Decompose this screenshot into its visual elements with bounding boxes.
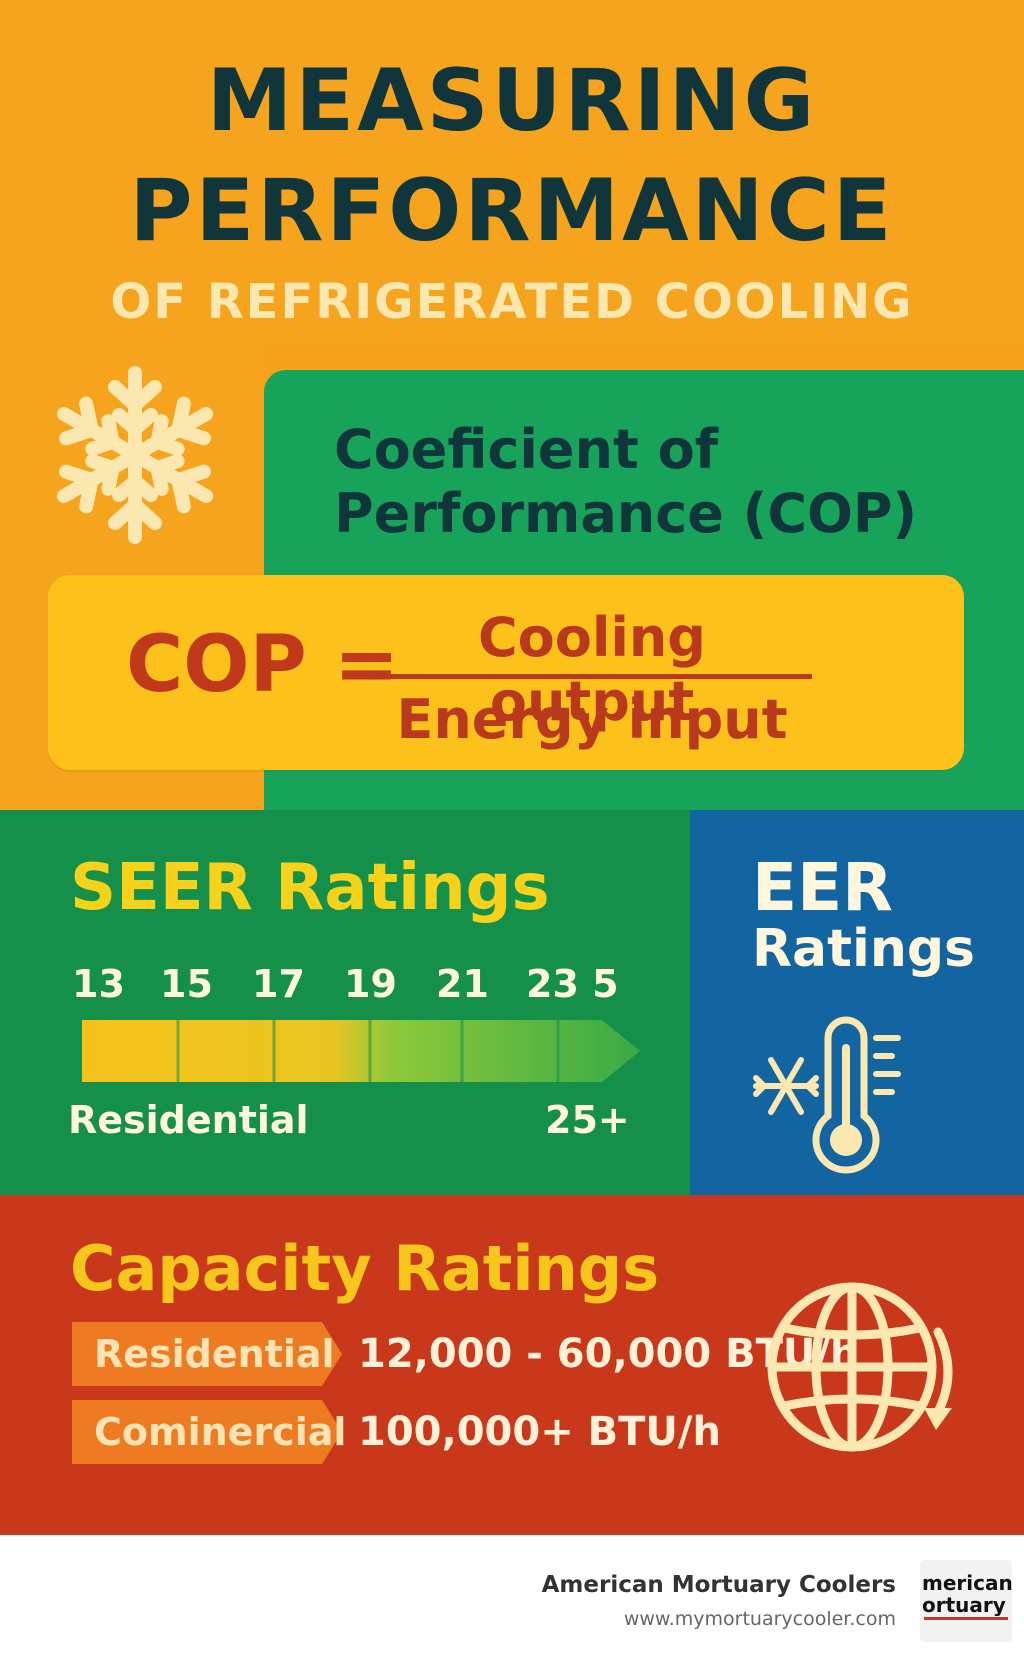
globe-icon [752,1262,962,1472]
capacity-value-commercial: 100,000+ BTU/h [358,1409,721,1455]
brand-logo [920,1560,1012,1642]
seer-title: SEER Ratings [70,851,550,925]
cop-heading-line2: Performance (COP) [334,482,918,545]
seer-scale-label: 13 [72,962,125,1006]
seer-scale-label: 19 [344,962,397,1006]
fraction-line [374,674,812,679]
seer-rating-bar [82,1020,640,1082]
formula-numerator: Cooling output [478,606,706,733]
logo-text-line2: ortuary [922,1594,1006,1616]
page-subtitle: OF REFRIGERATED COOLING [110,274,914,330]
formula-lhs: COP = [126,620,400,710]
seer-scale-label: 23 5 [526,962,619,1006]
logo-stripe [924,1617,1008,1620]
seer-panel [0,810,690,1195]
cop-heading-line1: Coeficient of [334,418,719,481]
page-title-line2: PERFORMANCE [129,161,895,261]
seer-right-label: 25+ [545,1098,630,1142]
cop-heading: Coeficient of Performance (COP) [334,418,974,546]
cop-formula-box [48,575,964,770]
snowflake-thermometer-icon [748,1008,918,1178]
logo-text-line1: merican [922,1572,1012,1594]
capacity-title: Capacity Ratings [70,1232,660,1305]
footer [0,1535,1024,1666]
capacity-tag-commercial [72,1400,342,1464]
seer-scale-label: 17 [252,962,305,1006]
brand-url[interactable]: www.mymortuarycooler.com [623,1608,896,1630]
seer-scale-label: 21 [436,962,489,1006]
capacity-label-residential: Residential [94,1332,335,1376]
capacity-label-commercial: Cominercial [94,1410,347,1454]
snowflake-icon [40,360,230,550]
formula-denominator: Energy input [396,688,788,751]
capacity-tag-residential [72,1322,342,1386]
seer-scale-label: 15 [160,962,213,1006]
brand-name: American Mortuary Coolers [541,1572,896,1598]
header-band [0,0,1024,340]
page-title-line1: MEASURING [206,51,818,151]
eer-title-line1: EER [752,849,893,926]
eer-title-line2: Ratings [752,919,976,979]
seer-left-label: Residential [68,1098,309,1142]
